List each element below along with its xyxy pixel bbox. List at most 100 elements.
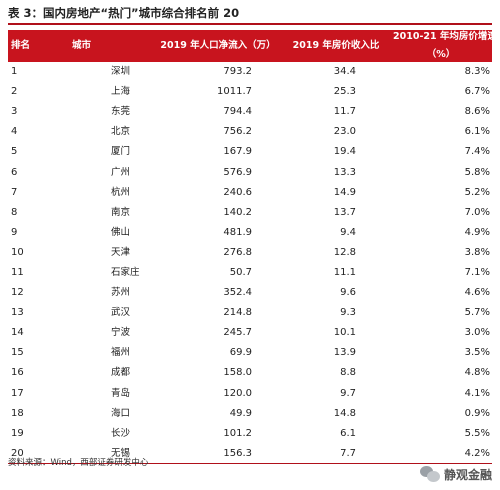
cell-growth: 7.1% xyxy=(464,266,490,278)
cell-city: 广州 xyxy=(54,162,154,183)
cell-rank: 11 xyxy=(11,266,24,278)
cell-growth: 7.4% xyxy=(464,146,490,158)
header-city: 城市 xyxy=(54,30,154,62)
cell-ratio: 13.3 xyxy=(282,162,390,183)
cell-migration: 756.2 xyxy=(154,122,282,143)
cell-city: 宁波 xyxy=(54,323,154,344)
cell-city: 上海 xyxy=(54,82,154,103)
table-row: 10 天津 276.8 12.8 3.8% xyxy=(8,242,492,263)
cell-city: 杭州 xyxy=(111,186,131,198)
cell-ratio: 14.8 xyxy=(282,403,390,424)
cell-city: 天津 xyxy=(54,242,154,263)
cell-migration: 1011.7 xyxy=(154,82,282,103)
table-row: 3 东莞 794.4 11.7 8.6% xyxy=(8,102,492,122)
cell-growth: 8.3% xyxy=(464,66,490,78)
cell-growth: 0.9% xyxy=(390,403,492,424)
cell-rank: 4 xyxy=(8,122,54,143)
table-row: 8 南京 140.2 13.7 7.0% xyxy=(8,202,492,223)
cell-rank: 20 xyxy=(8,443,54,465)
cell-rank: 13 xyxy=(11,307,24,319)
cell-city: 无锡 xyxy=(54,443,154,465)
cell-growth: 4.9% xyxy=(464,226,490,238)
table-row: 4 北京 756.2 23.0 6.1% xyxy=(8,122,492,143)
table-row: 13 武汉 214.8 9.3 5.7% xyxy=(8,303,492,323)
table-row: 14 宁波 245.7 10.1 3.0% xyxy=(8,323,492,344)
cell-ratio: 7.7 xyxy=(282,443,390,465)
cell-city: 深圳 xyxy=(111,66,131,78)
cell-rank: 1 xyxy=(11,66,18,78)
cell-ratio: 9.4 xyxy=(340,226,356,238)
cell-migration: 276.8 xyxy=(154,242,282,263)
cell-migration: 167.9 xyxy=(223,146,252,158)
source-note: 资料来源：Wind，西部证券研发中心 xyxy=(8,458,149,468)
table-row: 19 长沙 101.2 6.1 5.5% xyxy=(8,424,492,444)
cell-growth: 4.6% xyxy=(390,283,492,304)
cell-growth: 4.2% xyxy=(390,443,492,465)
header-ratio: 2019 年房价收入比 xyxy=(282,30,390,62)
cell-rank: 5 xyxy=(11,146,18,158)
cell-city: 厦门 xyxy=(111,146,131,158)
cell-ratio: 23.0 xyxy=(282,122,390,143)
table-row: 5 厦门 167.9 19.4 7.4% xyxy=(8,142,492,162)
table-row: 15 福州 69.9 13.9 3.5% xyxy=(8,343,492,363)
cell-city: 石家庄 xyxy=(111,266,140,278)
cell-ratio: 19.4 xyxy=(333,146,356,158)
cell-ratio: 14.9 xyxy=(333,186,356,198)
cell-ratio: 13.9 xyxy=(333,347,356,359)
cell-rank: 14 xyxy=(8,323,54,344)
table-row: 16 成都 158.0 8.8 4.8% xyxy=(8,363,492,384)
cell-growth: 4.1% xyxy=(464,387,490,399)
cell-rank: 6 xyxy=(8,162,54,183)
cell-migration: 481.9 xyxy=(223,226,252,238)
cell-ratio: 6.1 xyxy=(340,427,356,439)
cell-growth: 6.1% xyxy=(390,122,492,143)
cell-rank: 8 xyxy=(8,202,54,223)
cell-city: 东莞 xyxy=(111,106,131,118)
cell-ratio: 10.1 xyxy=(282,323,390,344)
cell-rank: 15 xyxy=(11,347,24,359)
cell-growth: 5.5% xyxy=(464,427,490,439)
cell-migration: 352.4 xyxy=(154,283,282,304)
cell-migration: 101.2 xyxy=(223,427,252,439)
cell-migration: 245.7 xyxy=(154,323,282,344)
cell-ratio: 9.3 xyxy=(340,307,356,319)
cell-growth: 3.0% xyxy=(390,323,492,344)
cell-rank: 19 xyxy=(11,427,24,439)
table-title: 表 3：国内房地产“热门”城市综合排名前 20 xyxy=(8,5,492,25)
cell-rank: 9 xyxy=(11,226,18,238)
cell-growth: 3.5% xyxy=(464,347,490,359)
table-header-row: 排名 城市 2019 年人口净流入（万） 2019 年房价收入比 2010-21… xyxy=(8,30,497,62)
header-migration: 2019 年人口净流入（万） xyxy=(154,30,282,62)
table-row: 9 佛山 481.9 9.4 4.9% xyxy=(8,223,492,243)
header-growth-line2: （%） xyxy=(426,49,456,60)
cell-city: 南京 xyxy=(54,202,154,223)
city-ranking-table: 排名 城市 2019 年人口净流入（万） 2019 年房价收入比 2010-21… xyxy=(8,30,497,465)
cell-ratio: 12.8 xyxy=(282,242,390,263)
cell-rank: 12 xyxy=(8,283,54,304)
cell-growth: 5.7% xyxy=(464,307,490,319)
cell-city: 武汉 xyxy=(111,307,131,319)
cell-ratio: 9.7 xyxy=(340,387,356,399)
cell-migration: 49.9 xyxy=(154,403,282,424)
cell-growth: 4.8% xyxy=(390,363,492,384)
cell-growth: 3.8% xyxy=(390,242,492,263)
cell-migration: 158.0 xyxy=(154,363,282,384)
table-row: 11 石家庄 50.7 11.1 7.1% xyxy=(8,263,492,283)
cell-city: 佛山 xyxy=(111,226,131,238)
cell-rank: 10 xyxy=(8,242,54,263)
cell-migration: 240.6 xyxy=(223,186,252,198)
header-growth: 2010-21 年均房价增速 （%） xyxy=(390,30,497,62)
cell-migration: 576.9 xyxy=(154,162,282,183)
cell-rank: 2 xyxy=(8,82,54,103)
cell-ratio: 11.1 xyxy=(333,266,356,278)
cell-migration: 140.2 xyxy=(154,202,282,223)
cell-city: 青岛 xyxy=(111,387,131,399)
cell-city: 长沙 xyxy=(111,427,131,439)
cell-growth: 5.2% xyxy=(464,186,490,198)
cell-ratio: 11.7 xyxy=(333,106,356,118)
cell-rank: 18 xyxy=(8,403,54,424)
header-rank: 排名 xyxy=(8,30,54,62)
cell-growth: 8.6% xyxy=(464,106,490,118)
cell-ratio: 9.6 xyxy=(282,283,390,304)
